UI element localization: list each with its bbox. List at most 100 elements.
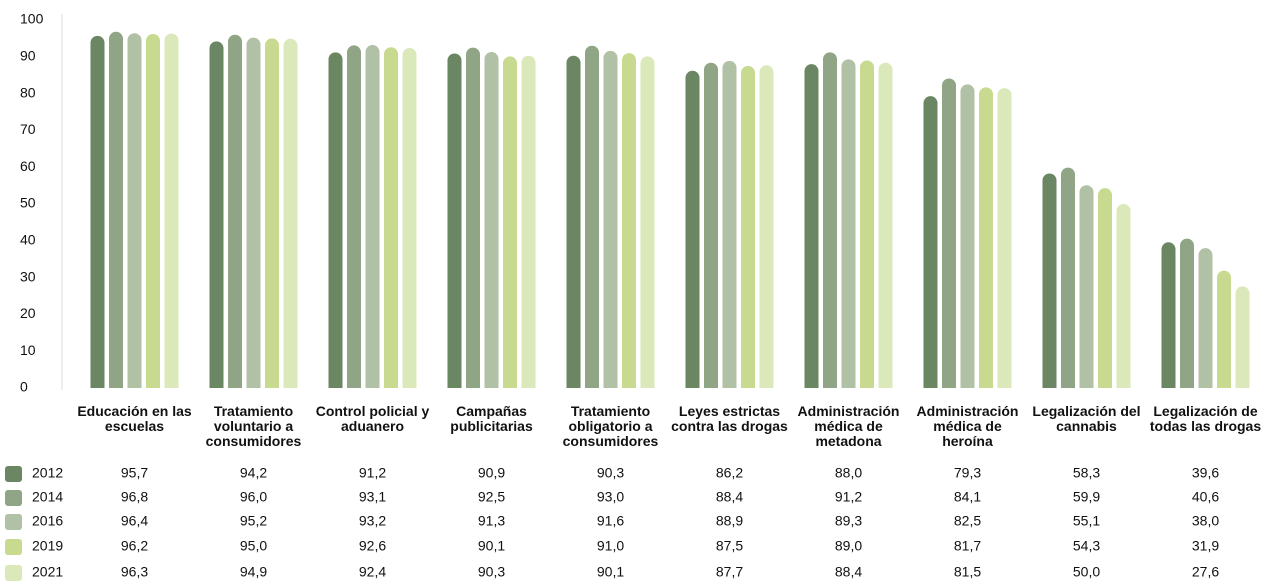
bar — [759, 65, 774, 388]
bar — [127, 33, 142, 388]
table-value: 95,0 — [240, 538, 267, 554]
bar — [402, 47, 417, 388]
y-tick-label: 100 — [20, 11, 44, 27]
table-value: 91,2 — [835, 489, 862, 505]
bar — [823, 52, 838, 388]
bar — [1042, 173, 1057, 388]
bar — [466, 47, 480, 388]
table-value: 92,6 — [359, 538, 386, 554]
table-value: 91,3 — [478, 513, 505, 529]
y-tick-label: 40 — [20, 232, 36, 248]
bar — [347, 45, 361, 388]
legend-swatch — [5, 466, 22, 482]
bar — [384, 47, 398, 389]
table-value: 90,1 — [597, 564, 624, 580]
table-value: 27,6 — [1192, 564, 1219, 580]
table-value: 50,0 — [1073, 564, 1100, 580]
bar — [1079, 185, 1094, 388]
bar — [90, 35, 105, 388]
table-value: 90,3 — [478, 564, 505, 580]
bar — [622, 53, 636, 389]
bar — [1180, 238, 1194, 388]
table-value: 89,3 — [835, 513, 862, 529]
table-value: 93,1 — [359, 489, 386, 505]
legend-swatch — [5, 565, 22, 581]
table-value: 96,4 — [121, 513, 148, 529]
table-value: 95,7 — [121, 465, 148, 481]
legend-label: 2016 — [32, 513, 63, 529]
bar — [923, 96, 938, 388]
bar — [503, 56, 517, 388]
table-value: 79,3 — [954, 465, 981, 481]
table-value: 81,7 — [954, 538, 981, 554]
legend-label: 2021 — [32, 564, 63, 580]
bar — [804, 64, 819, 388]
legend-swatch — [5, 539, 22, 555]
table-value: 91,0 — [597, 538, 624, 554]
bar — [164, 33, 179, 389]
bar — [942, 78, 956, 389]
bar — [860, 60, 874, 388]
table-value: 91,6 — [597, 513, 624, 529]
bar — [979, 87, 993, 389]
table-value: 55,1 — [1073, 513, 1100, 529]
table-value: 54,3 — [1073, 538, 1100, 554]
bar — [960, 84, 975, 389]
bar — [722, 60, 737, 389]
table-value: 94,2 — [240, 465, 267, 481]
table-value: 88,9 — [716, 513, 743, 529]
table-value: 31,9 — [1192, 538, 1219, 554]
table-value: 92,5 — [478, 489, 505, 505]
bar — [1061, 167, 1075, 388]
bar — [283, 38, 298, 388]
table-value: 59,9 — [1073, 489, 1100, 505]
y-tick-label: 10 — [20, 342, 36, 358]
table-value: 39,6 — [1192, 465, 1219, 481]
table-value: 96,3 — [121, 564, 148, 580]
y-tick-label: 30 — [20, 268, 36, 284]
bar — [1235, 286, 1250, 388]
bar — [1161, 242, 1176, 388]
table-value: 95,2 — [240, 513, 267, 529]
x-tick-label: Legalización del cannabis — [1032, 403, 1141, 434]
table-value: 90,3 — [597, 465, 624, 481]
table-value: 88,4 — [716, 489, 743, 505]
x-tick-label: Leyes estrictas contra las drogas — [671, 403, 788, 434]
table-value: 86,2 — [716, 465, 743, 481]
legend-label: 2012 — [32, 465, 63, 481]
bar — [209, 41, 224, 389]
bar — [841, 59, 856, 388]
bar — [146, 33, 160, 388]
bar — [228, 34, 242, 389]
x-tick-label: Educación en las escuelas — [77, 403, 192, 434]
bar — [704, 62, 718, 389]
table-value: 58,3 — [1073, 465, 1100, 481]
x-tick-label: Tratamiento obligatorio a consumidores — [562, 403, 659, 449]
table-value: 87,5 — [716, 538, 743, 554]
bar — [1098, 188, 1112, 388]
bar — [997, 88, 1012, 388]
x-tick-label: Administración médica de metadona — [797, 403, 900, 449]
bar — [365, 45, 380, 389]
bar — [246, 37, 261, 388]
table-value: 92,4 — [359, 564, 386, 580]
bar — [447, 53, 462, 388]
table-value: 96,0 — [240, 489, 267, 505]
bar — [265, 38, 279, 389]
table-value: 88,4 — [835, 564, 862, 580]
table-value: 87,7 — [716, 564, 743, 580]
table-value: 93,2 — [359, 513, 386, 529]
bar — [328, 52, 343, 388]
bar — [1198, 248, 1213, 388]
y-tick-label: 90 — [20, 48, 36, 64]
y-tick-label: 0 — [20, 379, 28, 395]
bar — [109, 31, 123, 389]
table-value: 89,0 — [835, 538, 862, 554]
table-value: 90,9 — [478, 465, 505, 481]
table-value: 88,0 — [835, 465, 862, 481]
bar — [640, 56, 655, 388]
table-value: 82,5 — [954, 513, 981, 529]
bar — [585, 45, 599, 388]
